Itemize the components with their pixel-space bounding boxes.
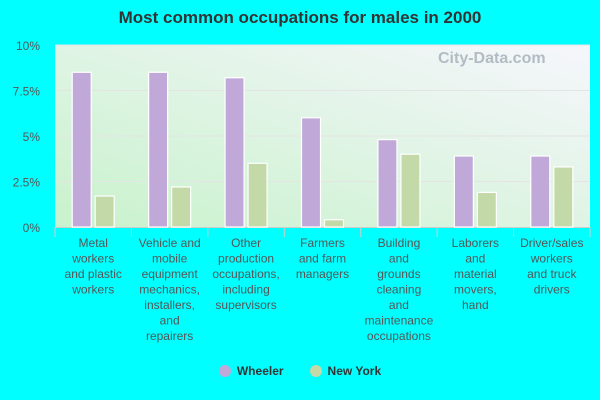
y-tick-label: 0% [23,221,41,235]
legend-label: Wheeler [236,364,284,378]
bar-wheeler [224,77,245,228]
bar-new-york [476,191,497,228]
legend: Wheeler New York [0,364,600,378]
legend-item-new-york: New York [309,364,382,378]
y-tick-label: 2.5% [13,176,41,190]
y-tick-label: 10% [16,39,40,53]
bar-wheeler [377,139,398,228]
x-tick-label: Vehicle and mobile equipment mechanics, inst… [139,236,201,343]
bar-new-york [323,219,345,228]
x-tick-label: Metal workers and plastic workers [65,236,122,297]
legend-swatch [309,365,322,377]
bar-wheeler [71,71,92,228]
bar-new-york [171,186,192,228]
chart-title: Most common occupations for males in 200… [118,8,482,27]
x-tick-label: Farmers and farm managers [296,236,349,281]
x-tick-label: Laborers and material movers, hand [452,236,499,312]
y-tick-label: 7.5% [13,85,41,99]
bar-new-york [553,166,574,228]
bar-new-york [94,195,115,228]
bar-wheeler [148,71,169,228]
x-tick-label: Other production occupations, including supe… [212,236,279,312]
legend-swatch [218,365,231,377]
bar-wheeler [530,155,551,228]
bar-new-york [247,162,268,228]
x-tick-label: Driver/sales workers and truck drivers [520,236,583,297]
watermark: City-Data.com [438,50,546,67]
y-tick-label: 5% [23,130,41,144]
legend-item-wheeler: Wheeler [218,364,284,378]
x-tick-label: Building and grounds cleaning and maintenance… [365,236,434,343]
legend-label: New York [327,364,382,378]
bar-new-york [400,153,421,228]
bar-wheeler [300,117,322,228]
bar-wheeler [453,155,474,228]
